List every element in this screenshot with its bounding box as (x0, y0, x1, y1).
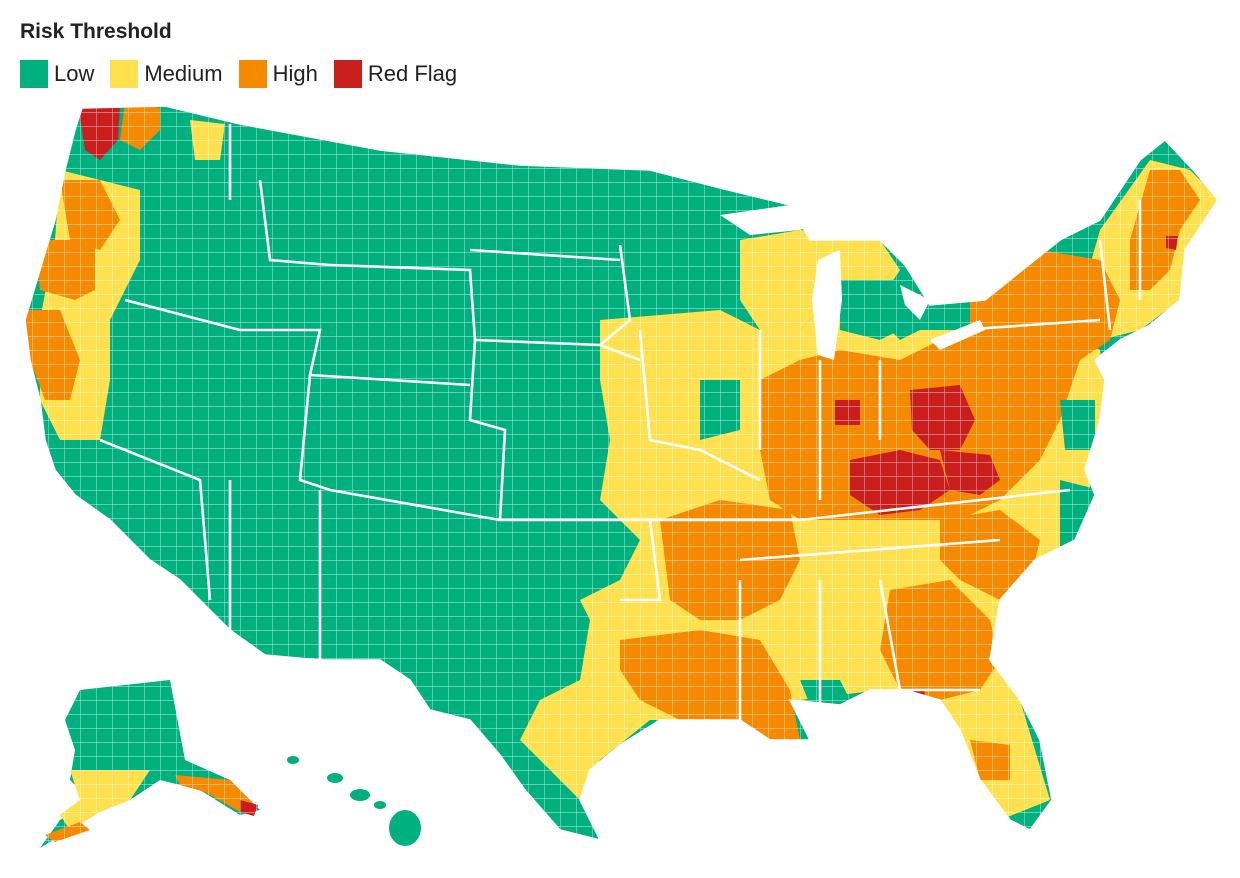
lake-michigan (812, 250, 842, 360)
legend-item-medium: Medium (110, 60, 223, 88)
legend-item-red-flag: Red Flag (333, 60, 458, 88)
legend-item-high: High (238, 60, 318, 88)
legend-swatch-medium (110, 60, 139, 88)
lake-superior (720, 205, 840, 235)
legend: Low Medium High Red Flag (20, 60, 473, 88)
hawaii-island-1 (287, 756, 299, 764)
legend-label-medium: Medium (144, 61, 223, 86)
country-outline (24, 105, 1219, 842)
alaska-grid (40, 675, 265, 850)
lake-erie (930, 320, 985, 350)
legend-swatch-low (20, 60, 48, 88)
legend-title: Risk Threshold (20, 20, 172, 43)
legend-item-low: Low (20, 60, 94, 88)
legend-swatch-red-flag (333, 60, 362, 88)
hawaii-inset (287, 756, 421, 846)
legend-label-red-flag: Red Flag (367, 61, 458, 86)
hawaii-island-4 (374, 801, 386, 809)
legend-label-high: High (272, 61, 318, 86)
state-boundaries (99, 124, 1142, 720)
legend-label-low: Low (54, 61, 95, 86)
lake-huron (900, 285, 930, 320)
alaska-inset (40, 675, 265, 850)
hawaii-island-5 (389, 810, 421, 846)
legend-swatch-high (238, 60, 267, 88)
hawaii-island-3 (350, 789, 370, 801)
hawaii-island-2 (327, 773, 343, 783)
